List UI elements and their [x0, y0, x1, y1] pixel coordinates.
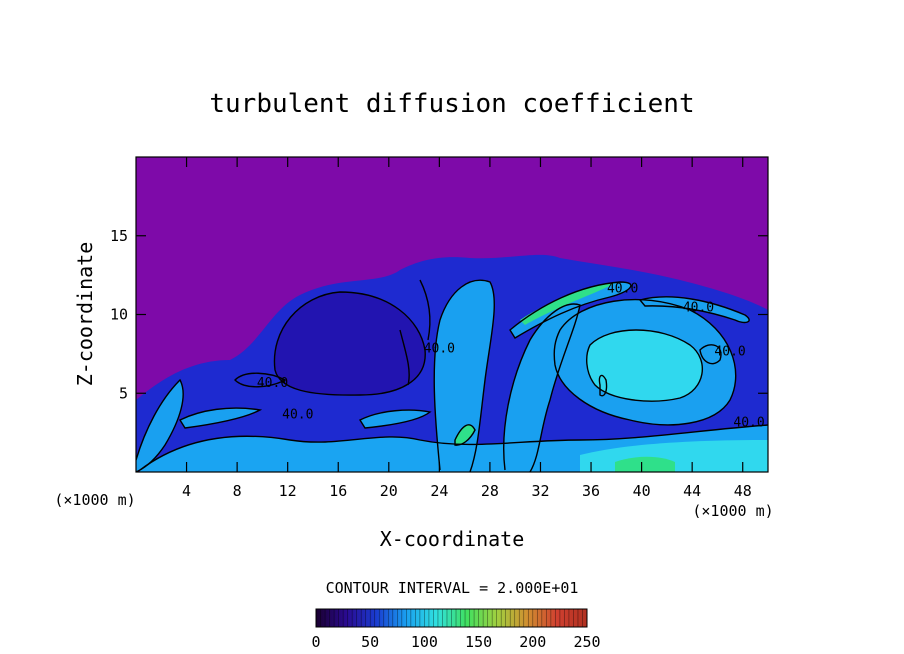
colorbar-tick-label: 150 [465, 633, 492, 651]
plume-2 [503, 304, 580, 472]
x-tick-label: 4 [182, 482, 191, 500]
colorbar-tick-label: 250 [573, 633, 600, 651]
contour-label: 40.0 [257, 376, 288, 391]
x-tick-label: 36 [582, 482, 600, 500]
contour-label: 40.0 [733, 415, 764, 430]
x-tick-label: 44 [683, 482, 701, 500]
y-tick-label: 15 [110, 227, 128, 245]
left-plume [136, 380, 184, 472]
x-tick-label: 48 [734, 482, 752, 500]
eddy-core-right-bright [586, 330, 703, 402]
x-tick-label: 40 [633, 482, 651, 500]
x-tick-label: 20 [380, 482, 398, 500]
streak-1 [510, 282, 631, 338]
green-filament-1 [520, 283, 615, 325]
chart-title: turbulent diffusion coefficient [209, 89, 694, 119]
contour-label: 40.0 [607, 281, 638, 296]
contour-interval-text: CONTOUR INTERVAL = 2.000E+01 [326, 579, 579, 597]
streak-3 [360, 410, 430, 428]
y-tick-label: 10 [110, 306, 128, 324]
x-axis-label: X-coordinate [380, 527, 525, 551]
colorbar-tick-label: 100 [411, 633, 438, 651]
colorbar-tick-label: 200 [519, 633, 546, 651]
contour-label: 40.0 [683, 300, 714, 315]
x-tick-label: 28 [481, 482, 499, 500]
y-axis-label: Z-coordinate [73, 242, 97, 387]
colorbar-ticks: 0 50 100 150 200 250 [311, 633, 600, 651]
green-filament-2 [455, 424, 475, 446]
contour-lines [136, 279, 768, 472]
x-tick-label: 8 [233, 482, 242, 500]
contour-labels: 40.0 40.0 40.0 40.0 40.0 40.0 40.0 [257, 281, 765, 430]
x-axis-ticks: 4 8 12 16 20 24 28 32 36 40 44 48 [182, 157, 752, 500]
contour-label: 40.0 [714, 344, 745, 359]
colorbar-stripes [320, 609, 583, 627]
x-tick-label: 12 [279, 482, 297, 500]
y-axis-ticks: 5 10 15 [110, 227, 768, 402]
contour-label: 40.0 [424, 341, 455, 356]
x-origin-unit-label: (×1000 m) [54, 491, 135, 509]
colorbar-tick-label: 0 [311, 633, 320, 651]
contour-label: 40.0 [282, 407, 313, 422]
y-tick-label: 5 [119, 384, 128, 402]
x-end-unit-label: (×1000 m) [692, 502, 773, 520]
field-layer [136, 254, 768, 472]
green-filament-3 [615, 456, 675, 472]
left-vortex [274, 292, 426, 396]
x-tick-label: 32 [531, 482, 549, 500]
x-tick-label: 24 [430, 482, 448, 500]
x-tick-label: 16 [329, 482, 347, 500]
colorbar-tick-label: 50 [361, 633, 379, 651]
